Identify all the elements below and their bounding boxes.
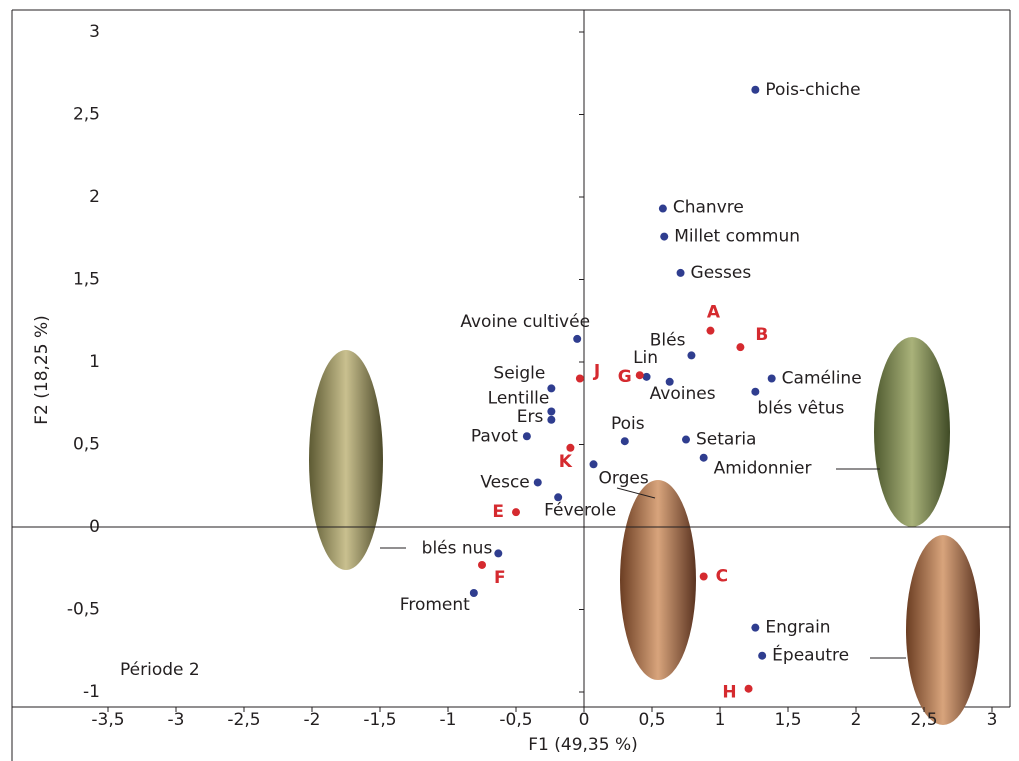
x-tick-label: -1	[440, 710, 457, 730]
point	[469, 589, 478, 597]
point	[687, 351, 696, 360]
x-tick-label: 2	[851, 710, 862, 730]
point	[547, 384, 556, 393]
point-label: Lin	[633, 348, 658, 368]
y-tick-label: 2	[89, 187, 100, 207]
point	[533, 478, 542, 487]
point-label: Pavot	[471, 426, 518, 446]
point-label: K	[559, 452, 573, 472]
frame	[11, 9, 1011, 761]
y-tick-label: 1	[89, 352, 100, 372]
point	[589, 460, 598, 469]
point	[699, 453, 708, 462]
point-label: Vesce	[480, 472, 529, 492]
point	[751, 623, 760, 632]
point	[494, 549, 503, 558]
point-label: Froment	[400, 595, 470, 615]
point-label: Engrain	[765, 618, 830, 638]
point-label: C	[716, 567, 728, 587]
y-tick-label: 0	[89, 517, 100, 537]
y-tick-label: 2,5	[73, 105, 100, 125]
point-label: F	[494, 568, 506, 588]
point-label: Féverole	[544, 500, 616, 520]
point-label: Caméline	[782, 369, 862, 389]
point	[642, 372, 651, 381]
x-tick-label: 3	[987, 710, 998, 730]
point-label: Gesses	[691, 263, 752, 283]
point-label: Avoine cultivée	[460, 312, 590, 332]
point	[547, 407, 556, 416]
x-tick-label: -2,5	[227, 710, 260, 730]
point-label: J	[593, 362, 600, 382]
point	[736, 343, 745, 352]
point-label: E	[492, 502, 504, 522]
point	[744, 684, 753, 693]
point	[522, 432, 531, 441]
y-tick-label: -1	[83, 682, 100, 702]
point	[660, 232, 669, 241]
y-axis-title: F2 (18,25 %)	[32, 315, 52, 425]
point-label: Épeautre	[772, 644, 849, 666]
point	[512, 508, 520, 517]
point	[478, 560, 486, 569]
point	[554, 493, 563, 502]
point	[566, 443, 575, 452]
point-label: blés vêtus	[757, 399, 844, 419]
point-label: A	[707, 303, 721, 323]
x-tick-label: 2,5	[910, 710, 937, 730]
point	[751, 85, 760, 94]
point	[547, 415, 556, 424]
x-tick-label: 0	[579, 710, 590, 730]
point	[758, 651, 767, 660]
y-tick-label: 1,5	[73, 270, 100, 290]
point	[767, 374, 776, 383]
point	[575, 374, 584, 383]
point-label: B	[755, 325, 768, 345]
point-label: Setaria	[696, 430, 756, 450]
point-label: Seigle	[493, 363, 545, 383]
x-tick-label: -2	[304, 710, 321, 730]
point	[751, 387, 760, 396]
point-label: Chanvre	[673, 198, 744, 218]
point	[699, 572, 708, 581]
point	[665, 377, 674, 386]
grain-images	[309, 337, 980, 725]
point	[682, 435, 690, 444]
point-label: H	[722, 683, 736, 703]
point-label: Avoines	[650, 384, 716, 404]
point-label: Pois	[611, 414, 645, 434]
point-label: G	[618, 367, 632, 387]
point-label: Ers	[517, 407, 544, 427]
x-tick-label: -3,5	[91, 710, 124, 730]
x-axis-title: F1 (49,35 %)	[528, 735, 638, 755]
point-label: Pois-chiche	[765, 80, 860, 100]
x-tick-label: 1	[715, 710, 726, 730]
point-label: Orges	[599, 468, 649, 488]
point-label: Amidonnier	[714, 459, 812, 479]
point-label: Blés	[650, 330, 686, 350]
y-tick-label: 0,5	[73, 435, 100, 455]
point-label: blés nus	[422, 538, 493, 558]
x-tick-label: -0,5	[499, 710, 532, 730]
leader-lines	[380, 468, 906, 659]
x-tick-label: 0,5	[638, 710, 665, 730]
y-tick-label: 3	[89, 22, 100, 42]
point-label: Millet commun	[674, 227, 800, 247]
point	[676, 268, 685, 277]
point	[620, 437, 629, 446]
annotation: Période 2	[120, 660, 200, 680]
point	[635, 371, 644, 380]
point-label: Lentille	[488, 389, 550, 409]
x-tick-label: -1,5	[363, 710, 396, 730]
point	[573, 334, 582, 343]
x-tick-label: 1,5	[774, 710, 801, 730]
point	[706, 326, 715, 335]
x-tick-label: -3	[168, 710, 185, 730]
y-tick-label: -0,5	[67, 600, 100, 620]
point	[658, 204, 667, 213]
